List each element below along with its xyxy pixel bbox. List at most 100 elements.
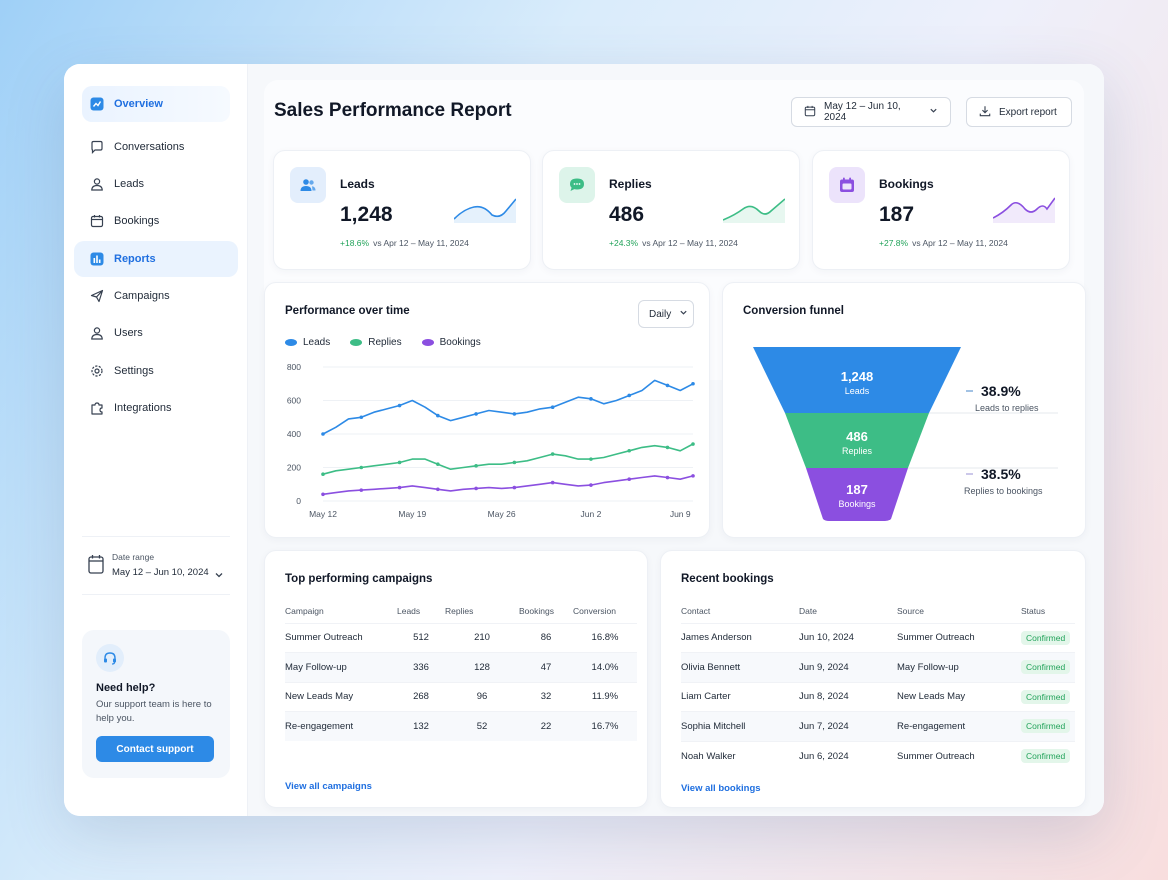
view-all-campaigns-link[interactable]: View all campaigns [285,781,372,792]
table-row[interactable]: Sophia Mitchell Jun 7, 2024 Re-engagement C… [681,711,1075,741]
export-report-button[interactable]: Export report [966,97,1072,127]
funnel-stage-replies[interactable] [785,413,929,468]
table-row[interactable]: Re-engagement 132 52 22 16.7% [285,711,637,741]
series-line-replies [322,443,694,475]
main-content: Sales Performance Report May 12 – Jun 10… [248,64,1104,816]
data-point-bookings [627,477,632,482]
column-header[interactable]: Conversion [573,605,616,616]
bookings-title: Recent bookings [681,573,774,585]
kpi-compare-period: vs Apr 12 – May 11, 2024 [912,238,1008,248]
column-header[interactable]: Bookings [519,605,554,616]
table-cell: Jun 6, 2024 [799,740,897,771]
table-cell: May Follow-up [897,652,1021,682]
funnel-stage-label-leads: 1,248 Leads [807,369,907,396]
column-header[interactable]: Replies [445,605,474,616]
table-cell: 14.0% [573,652,637,682]
sidebar-item-reports[interactable]: Reports [74,241,238,277]
column-header[interactable]: Leads [397,605,421,616]
data-point-leads [474,412,478,416]
date-range-value: May 12 – Jun 10, 2024 [112,567,209,578]
column-header[interactable]: Date [799,605,817,616]
paper-plane-icon [90,289,104,303]
data-point-bookings [589,483,593,487]
chevron-down-icon [214,567,224,585]
funnel-stage-name: Leads [844,386,870,396]
puzzle-icon [90,401,104,415]
legend-label: Leads [303,337,331,348]
sidebar-item-integrations[interactable]: Integrations [82,390,230,426]
table-cell: Jun 9, 2024 [799,652,897,682]
status-badge: Confirmed [1021,689,1071,704]
chart-legend: Leads Replies Bookings [285,337,481,348]
sidebar-item-overview[interactable]: Overview [82,86,230,122]
legend-item-replies[interactable]: Replies [350,337,402,348]
data-point-leads [321,432,325,436]
date-range-selector[interactable]: Date range May 12 – Jun 10, 2024 [88,550,228,590]
column-header[interactable]: Status [1021,605,1046,616]
date-range-button[interactable]: May 12 – Jun 10, 2024 [791,97,951,127]
table-cell: Re-engagement [897,711,1021,741]
table-row[interactable]: Liam Carter Jun 8, 2024 New Leads May Confi… [681,681,1075,712]
sidebar-item-settings[interactable]: Settings [82,353,230,389]
leads-sparkline [454,198,516,223]
table-header-row: Campaign Leads Replies Bookings Conversi… [285,599,637,623]
funnel-stage-label-bookings: 187 Bookings [807,482,907,509]
legend-item-leads[interactable]: Leads [285,337,330,348]
contact-support-button[interactable]: Contact support [96,736,214,762]
table-row[interactable]: Olivia Bennett Jun 9, 2024 May Follow-up Co… [681,652,1075,682]
table-cell: 52 [445,711,519,741]
granularity-dropdown[interactable]: Daily [638,300,694,328]
data-point-replies [665,445,670,450]
performance-title: Performance over time [285,305,410,317]
table-row[interactable]: Summer Outreach 512 210 86 16.8% [285,622,637,653]
users-icon [290,167,326,203]
kpi-card-leads[interactable]: Leads 1,248 +18.6% vs Apr 12 – May 11, 20… [273,150,531,270]
data-point-bookings [550,480,555,485]
column-header[interactable]: Contact [681,605,711,616]
data-point-bookings [397,485,402,490]
y-tick-label: 400 [287,429,301,439]
sidebar-item-label: Conversations [114,141,185,153]
sidebar-item-bookings[interactable]: Bookings [82,203,230,239]
sidebar-item-users[interactable]: Users [82,315,230,351]
column-header[interactable]: Campaign [285,605,324,616]
data-point-leads [550,405,555,409]
y-tick-label: 0 [296,496,301,506]
export-report-label: Export report [999,106,1057,118]
kpi-card-replies[interactable]: Replies 486 +24.3% vs Apr 12 – May 11, 20… [542,150,800,270]
data-point-replies [627,448,632,453]
table-cell: Jun 7, 2024 [799,711,897,741]
view-all-bookings-link[interactable]: View all bookings [681,783,761,794]
sidebar-item-campaigns[interactable]: Campaigns [82,278,230,314]
table-row[interactable]: May Follow-up 336 128 47 14.0% [285,652,637,682]
chat-bubble-icon [559,167,595,203]
data-point-replies [321,472,325,476]
data-point-leads [665,383,670,388]
kpi-change-percent: +27.8% [879,238,909,248]
status-badge: Confirmed [1021,719,1071,734]
table-row[interactable]: James Anderson Jun 10, 2024 Summer Outreac… [681,622,1075,653]
column-header[interactable]: Source [897,605,924,616]
funnel-title: Conversion funnel [743,305,844,317]
funnel-stage-bookings[interactable] [806,468,908,521]
table-cell: 210 [445,622,519,653]
legend-item-bookings[interactable]: Bookings [421,337,481,348]
funnel-stage-leads[interactable] [753,347,961,413]
table-row[interactable]: Noah Walker Jun 6, 2024 Summer Outreach Con… [681,740,1075,771]
headset-icon [96,644,124,672]
calendar-icon [88,554,104,579]
data-point-leads [589,397,593,401]
table-row[interactable]: New Leads May 268 96 32 11.9% [285,681,637,712]
funnel-chart [753,347,1058,521]
data-point-replies [512,460,517,465]
app-window: Overview Conversations Leads Bookings Re… [64,64,1104,816]
conversion-rate-replies-bookings: 38.5% Replies to bookings [964,466,1043,496]
table-cell: 132 [397,711,445,741]
rate-value: 38.5% [981,466,1021,482]
kpi-card-bookings[interactable]: Bookings 187 +27.8% vs Apr 12 – May 11, 2… [812,150,1070,270]
y-tick-label: 600 [287,396,301,406]
campaigns-card: Top performing campaigns Campaign Leads … [264,550,648,808]
sidebar-item-label: Campaigns [114,290,170,302]
sidebar-item-leads[interactable]: Leads [82,166,230,202]
sidebar-item-conversations[interactable]: Conversations [82,129,230,165]
